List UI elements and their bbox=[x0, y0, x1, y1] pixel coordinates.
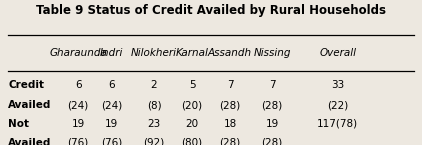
Text: 6: 6 bbox=[75, 80, 81, 90]
Text: Availed: Availed bbox=[8, 100, 52, 110]
Text: 33: 33 bbox=[331, 80, 344, 90]
Text: Assandh: Assandh bbox=[208, 48, 252, 58]
Text: (28): (28) bbox=[219, 100, 241, 110]
Text: 19: 19 bbox=[105, 119, 119, 129]
Text: (28): (28) bbox=[262, 138, 283, 145]
Text: 6: 6 bbox=[108, 80, 115, 90]
Text: Nissing: Nissing bbox=[254, 48, 291, 58]
Text: (24): (24) bbox=[68, 100, 89, 110]
Text: 18: 18 bbox=[223, 119, 237, 129]
Text: 7: 7 bbox=[269, 80, 276, 90]
Text: (24): (24) bbox=[101, 100, 122, 110]
Text: 20: 20 bbox=[185, 119, 199, 129]
Text: 19: 19 bbox=[71, 119, 85, 129]
Text: 23: 23 bbox=[147, 119, 161, 129]
Text: Table 9 Status of Credit Availed by Rural Households: Table 9 Status of Credit Availed by Rura… bbox=[36, 4, 386, 17]
Text: (28): (28) bbox=[262, 100, 283, 110]
Text: Credit: Credit bbox=[8, 80, 44, 90]
Text: Not: Not bbox=[8, 119, 30, 129]
Text: (22): (22) bbox=[327, 100, 348, 110]
Text: (92): (92) bbox=[143, 138, 165, 145]
Text: Indri: Indri bbox=[100, 48, 124, 58]
Text: Karnal: Karnal bbox=[176, 48, 208, 58]
Text: 117(78): 117(78) bbox=[317, 119, 358, 129]
Text: (76): (76) bbox=[101, 138, 122, 145]
Text: 2: 2 bbox=[151, 80, 157, 90]
Text: Nilokheri: Nilokheri bbox=[131, 48, 177, 58]
Text: Availed: Availed bbox=[8, 138, 52, 145]
Text: (8): (8) bbox=[147, 100, 161, 110]
Text: (80): (80) bbox=[181, 138, 203, 145]
Text: 19: 19 bbox=[265, 119, 279, 129]
Text: 5: 5 bbox=[189, 80, 195, 90]
Text: Overall: Overall bbox=[319, 48, 356, 58]
Text: 7: 7 bbox=[227, 80, 233, 90]
Text: Gharaunda: Gharaunda bbox=[49, 48, 107, 58]
Text: (20): (20) bbox=[181, 100, 203, 110]
Text: (76): (76) bbox=[68, 138, 89, 145]
Text: (28): (28) bbox=[219, 138, 241, 145]
